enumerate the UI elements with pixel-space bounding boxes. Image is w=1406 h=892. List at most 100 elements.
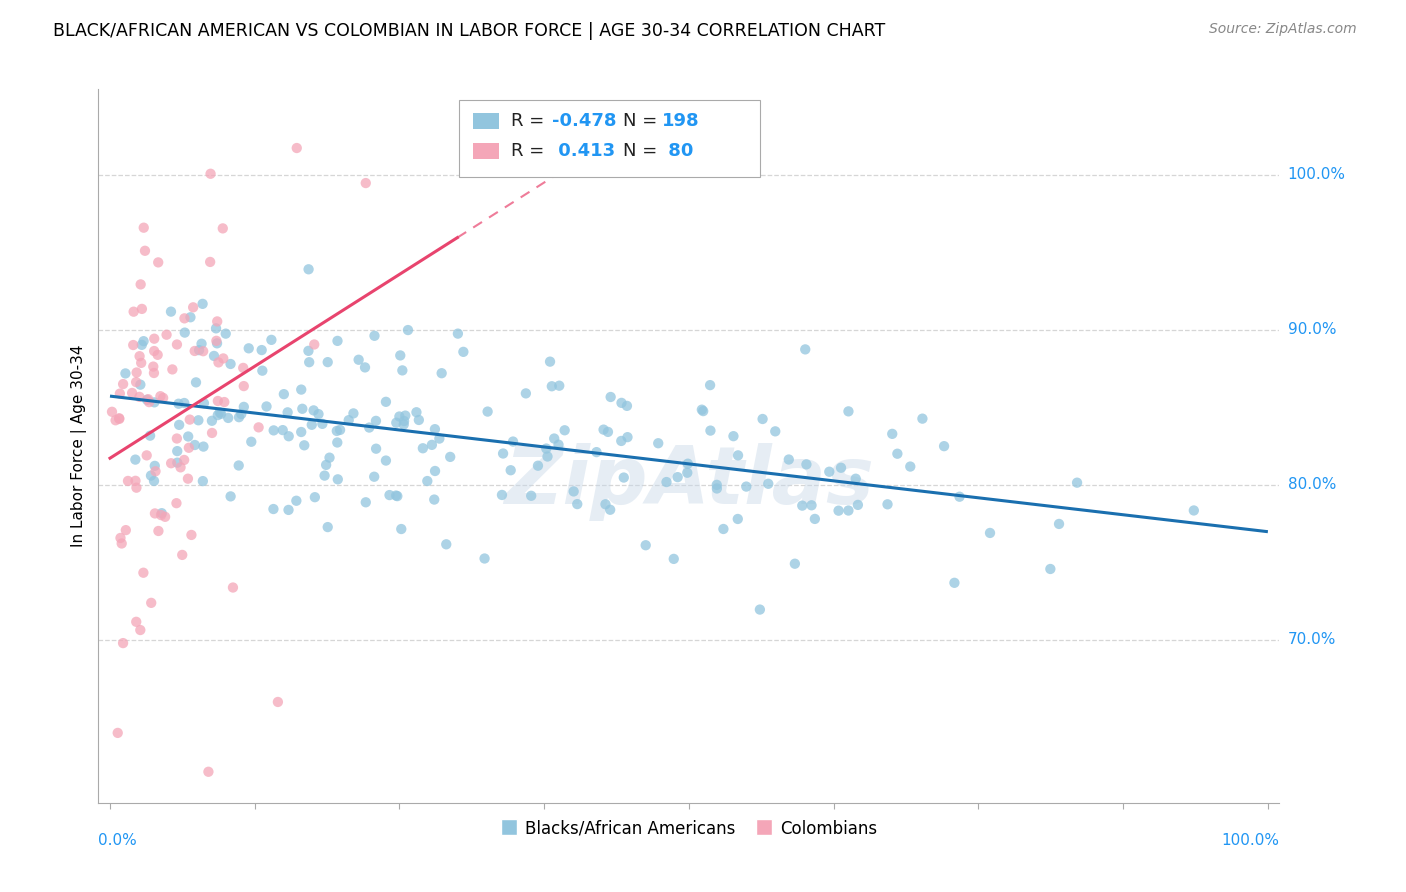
Point	[240, 434, 263, 449]
Point	[392, 414, 415, 428]
Point	[408, 413, 430, 427]
Point	[181, 301, 204, 315]
Point	[297, 343, 319, 358]
Point	[616, 430, 638, 444]
Point	[124, 452, 146, 467]
Point	[800, 498, 823, 512]
Text: N =: N =	[623, 112, 662, 130]
Point	[315, 458, 337, 472]
Point	[311, 417, 333, 431]
Point	[536, 450, 558, 464]
Point	[143, 332, 166, 346]
Point	[796, 458, 818, 472]
Text: 90.0%: 90.0%	[1288, 322, 1336, 337]
Point	[166, 444, 188, 458]
Point	[562, 484, 585, 499]
Point	[342, 406, 364, 420]
Point	[538, 354, 561, 368]
Point	[302, 403, 325, 417]
Point	[520, 489, 543, 503]
Point	[706, 482, 728, 496]
Point	[596, 425, 619, 439]
Point	[201, 425, 224, 440]
Point	[416, 474, 439, 488]
Point	[316, 520, 339, 534]
Point	[363, 328, 385, 343]
Point	[423, 464, 446, 478]
Point	[252, 364, 274, 378]
Point	[423, 422, 446, 436]
Point	[979, 525, 1001, 540]
Point	[439, 450, 461, 464]
Point	[232, 379, 254, 393]
Point	[723, 429, 745, 443]
Point	[727, 512, 749, 526]
Point	[666, 470, 689, 484]
Point	[778, 452, 800, 467]
Point	[207, 408, 229, 422]
Point	[125, 481, 148, 495]
Point	[794, 343, 817, 357]
Point	[205, 321, 228, 335]
Point	[209, 407, 232, 421]
Point	[193, 396, 215, 410]
Point	[122, 304, 145, 318]
Point	[846, 498, 869, 512]
FancyBboxPatch shape	[472, 144, 499, 159]
Point	[911, 411, 934, 425]
Point	[405, 405, 427, 419]
Point	[304, 337, 326, 351]
Point	[184, 438, 207, 452]
Point	[112, 377, 135, 392]
Point	[337, 413, 360, 427]
Point	[173, 396, 195, 410]
Point	[394, 409, 416, 423]
Point	[128, 390, 150, 404]
Point	[166, 432, 188, 446]
Point	[173, 326, 195, 340]
Text: 198: 198	[662, 112, 699, 130]
Point	[676, 457, 699, 471]
Point	[232, 400, 254, 414]
Point	[396, 323, 419, 337]
Point	[756, 476, 779, 491]
Point	[110, 531, 132, 545]
Text: N =: N =	[623, 143, 662, 161]
Point	[263, 424, 285, 438]
Text: R =: R =	[510, 143, 550, 161]
Point	[250, 343, 273, 357]
Point	[228, 458, 250, 473]
Point	[427, 432, 450, 446]
Point	[599, 390, 621, 404]
Point	[391, 363, 413, 377]
Point	[101, 405, 124, 419]
Point	[260, 333, 283, 347]
Point	[125, 375, 148, 389]
Point	[292, 438, 315, 452]
Point	[301, 417, 323, 432]
Point	[231, 407, 253, 421]
Point	[751, 412, 773, 426]
Point	[364, 414, 387, 428]
Point	[932, 439, 955, 453]
Point	[285, 141, 308, 155]
Point	[145, 464, 167, 478]
Point	[898, 459, 921, 474]
Point	[180, 528, 202, 542]
Point	[690, 402, 713, 417]
Point	[326, 334, 349, 348]
Point	[108, 386, 131, 401]
Point	[197, 764, 219, 779]
Text: ZipAtlas: ZipAtlas	[503, 442, 875, 521]
Point	[515, 386, 537, 401]
Point	[273, 387, 295, 401]
Point	[183, 343, 205, 358]
Point	[143, 395, 166, 409]
Point	[267, 695, 290, 709]
Text: 0.0%: 0.0%	[98, 833, 138, 848]
Point	[155, 327, 177, 342]
Point	[783, 557, 806, 571]
Point	[205, 314, 228, 328]
Point	[214, 395, 236, 409]
Point	[146, 348, 169, 362]
